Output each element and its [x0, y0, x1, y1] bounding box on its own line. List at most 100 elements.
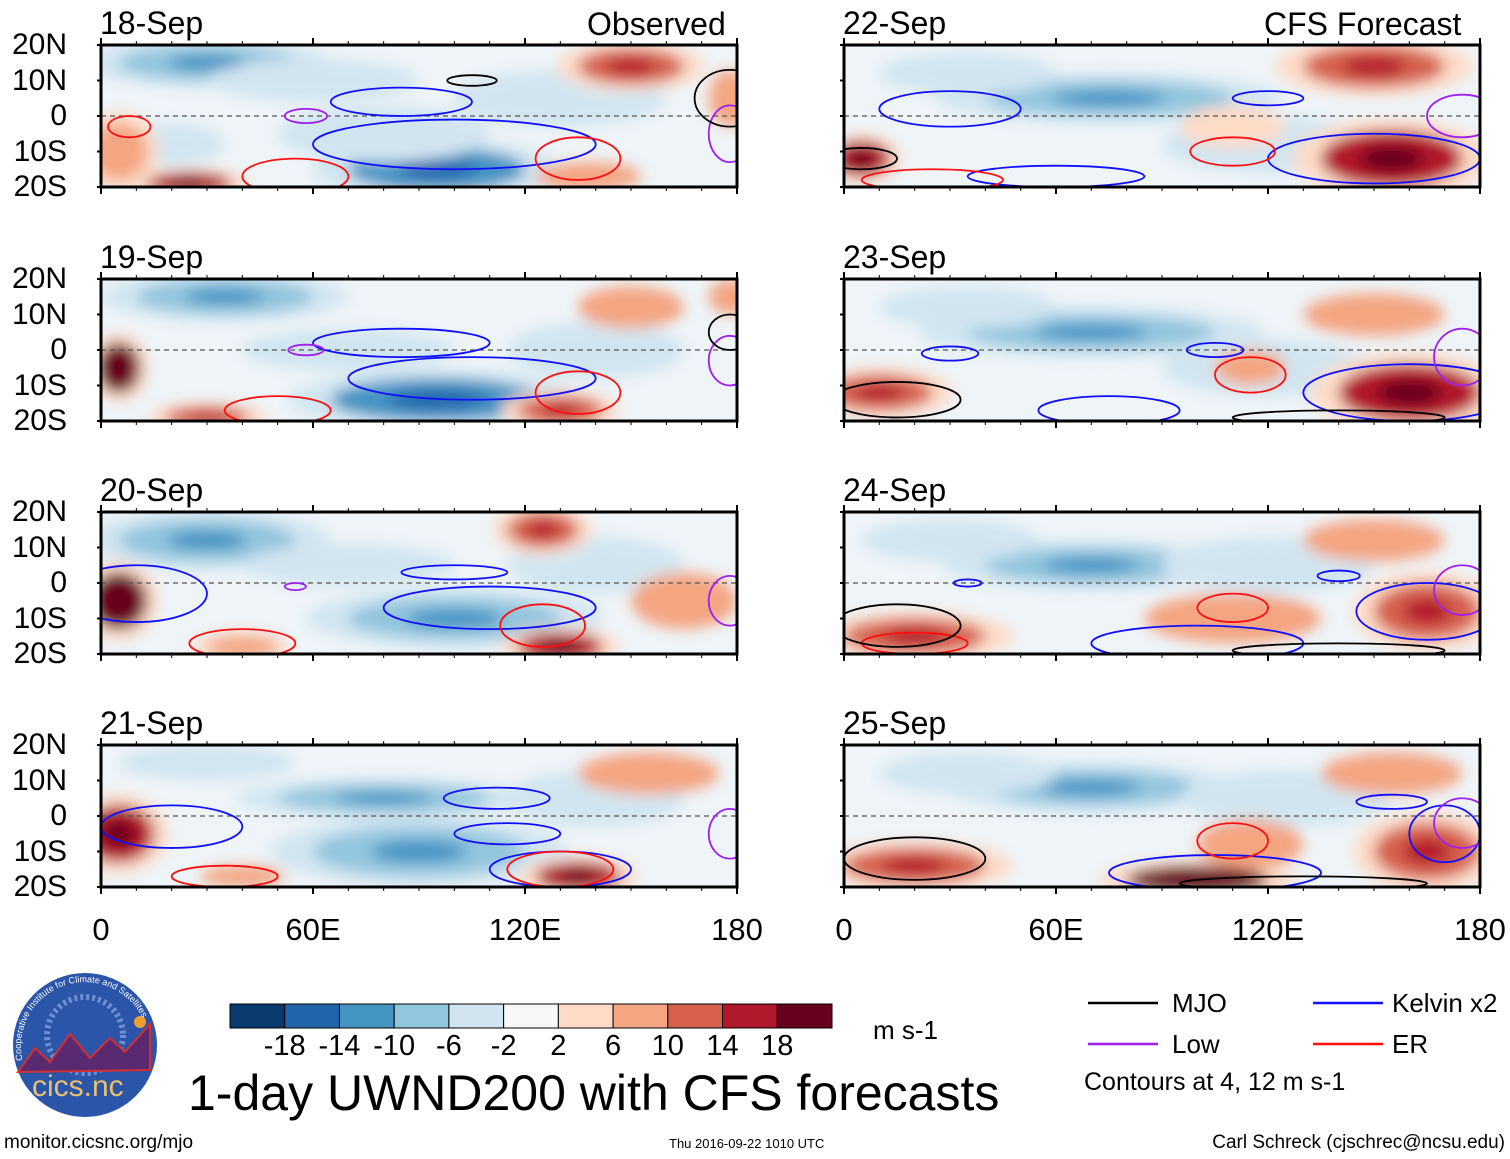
source-url[interactable]: monitor.cicsnc.org/mjo [4, 1132, 194, 1153]
y-tick-label: 20N [11, 728, 67, 761]
anomaly-core [1342, 56, 1406, 76]
low-contour [287, 343, 325, 357]
y-tick-label: 10N [11, 530, 67, 564]
anomaly-core [1053, 90, 1165, 107]
panel-18-Sep [97, 38, 739, 194]
anomaly-core [1403, 838, 1451, 865]
y-tick-label: 20S [13, 170, 67, 203]
y-tick-label: 10N [11, 763, 67, 797]
anomaly-core [541, 403, 580, 417]
legend-mjo-label: MJO [1172, 988, 1227, 1018]
panel-date: 20-Sep [100, 472, 204, 508]
x-tick-label: 0 [835, 912, 853, 947]
anomaly-blob [507, 321, 684, 379]
mjo-contour [693, 68, 737, 128]
low-contour [283, 582, 307, 591]
kelvin-contour [453, 822, 562, 846]
kelvin-contour [1231, 90, 1305, 107]
y-tick-label: 0 [50, 799, 67, 832]
panel-19-Sep [97, 272, 739, 428]
er-contour [860, 168, 1004, 187]
kelvin-contour [1355, 793, 1428, 810]
anomaly-core [1403, 598, 1451, 625]
contour-note: Contours at 4, 12 m s-1 [1084, 1068, 1346, 1096]
anomaly-core [167, 54, 247, 71]
mjo-contour [844, 836, 987, 881]
anomaly-core [855, 384, 904, 401]
anomaly-blob [879, 286, 1056, 329]
forecast-label: CFS Forecast [1264, 6, 1462, 42]
kelvin-contour [1302, 363, 1480, 421]
panel-date: 23-Sep [843, 239, 947, 275]
low-contour [283, 108, 329, 125]
anomaly-blob [1179, 105, 1286, 148]
anomaly-core [558, 869, 598, 883]
mjo-contour [844, 603, 962, 648]
author-credit: Carl Schreck (cjschrec@ncsu.edu) [1212, 1132, 1505, 1153]
panel-date: 19-Sep [100, 239, 204, 275]
kelvin-contour [442, 786, 551, 810]
y-tick-label: 20S [13, 637, 67, 670]
low-contour [1433, 564, 1480, 616]
colorbar-label: -6 [436, 1030, 462, 1062]
y-tick-label: 10N [11, 63, 67, 97]
mjo-contour [1231, 409, 1446, 421]
y-tick-label: 0 [50, 333, 67, 366]
colorbar-label: -14 [318, 1030, 361, 1062]
y-tick-label: 10S [13, 834, 67, 868]
colorbar-label: 6 [605, 1030, 622, 1062]
legend-low-label: Low [1172, 1029, 1220, 1059]
x-tick-label: 120E [488, 912, 562, 947]
colorbar-label: -18 [263, 1030, 306, 1062]
anomaly-blob [708, 279, 737, 315]
colorbar-swatch [448, 1003, 505, 1029]
panel-date: 22-Sep [843, 5, 947, 41]
kelvin-contour [952, 578, 983, 588]
anomaly-blob [708, 69, 737, 127]
anomaly-core [1043, 557, 1140, 574]
colorbar-swatch [338, 1003, 395, 1029]
kelvin-contour [920, 345, 980, 362]
x-tick-label: 0 [92, 912, 110, 947]
anomaly-blob [207, 636, 278, 654]
kelvin-contour [400, 564, 509, 581]
mjo-contour [446, 74, 498, 87]
anomaly-blob [1303, 519, 1445, 562]
er-contour [241, 157, 350, 187]
anomaly-blob [578, 286, 684, 329]
colorbar-swatch [612, 1003, 669, 1029]
colorbar-swatch [667, 1003, 724, 1029]
colorbar-label: 14 [706, 1030, 739, 1062]
anomaly-core [1377, 379, 1442, 406]
kelvin-contour [312, 118, 597, 171]
anomaly-blob [578, 752, 720, 795]
y-tick-label: 10N [11, 297, 67, 331]
colorbar-label: -2 [490, 1030, 517, 1062]
colorbar-swatch [557, 1003, 614, 1029]
anomaly-core [406, 608, 503, 629]
colorbar-swatch [284, 1003, 340, 1029]
anomaly-blob [879, 752, 1056, 795]
anomaly-core [109, 356, 129, 379]
low-contour [707, 104, 737, 164]
anomaly-core [170, 178, 209, 187]
anomaly-core [1359, 145, 1424, 172]
legend-kelvin-label: Kelvin x2 [1392, 988, 1498, 1018]
anomaly-core [371, 840, 467, 863]
kelvin-contour [382, 585, 597, 631]
kelvin-contour [1185, 341, 1245, 358]
panel-date: 18-Sep [100, 5, 204, 41]
anomaly-core [187, 412, 227, 421]
y-tick-label: 20N [11, 495, 67, 528]
anomaly-core [607, 58, 655, 75]
er-contour [1214, 356, 1287, 394]
anomaly-blob [1215, 350, 1286, 386]
y-tick-label: 10S [13, 601, 67, 635]
panel-20-Sep [97, 505, 739, 661]
panel-date: 21-Sep [100, 705, 204, 741]
panel-21-Sep [97, 738, 739, 894]
kelvin-contour [1108, 854, 1322, 887]
anomaly-blob [242, 543, 455, 587]
